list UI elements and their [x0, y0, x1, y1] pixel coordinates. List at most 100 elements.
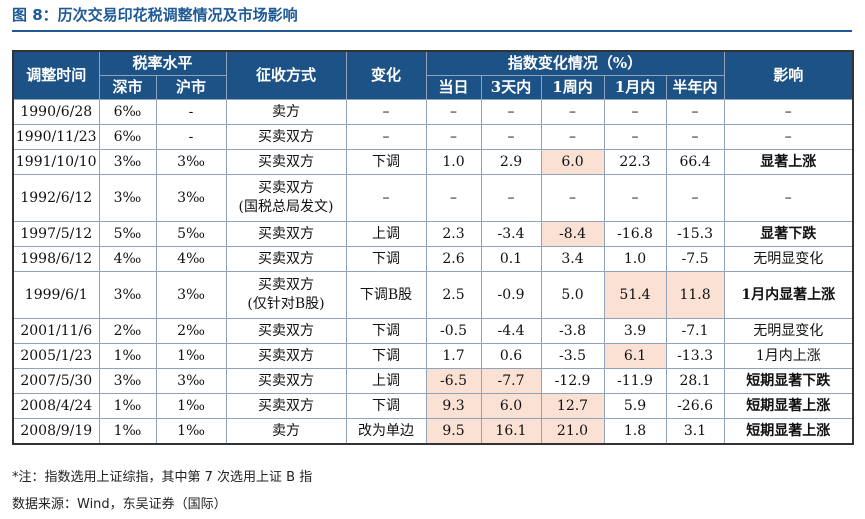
table-cell: 3.9	[603, 318, 667, 344]
table-cell: 3‰	[98, 174, 157, 222]
table-cell: 6‰	[98, 124, 157, 150]
table-cell: 卖方	[225, 418, 347, 445]
table-cell: 1‰	[98, 343, 157, 369]
table-cell: 2008/4/24	[12, 393, 100, 419]
header-row: 调整时间 税率水平 征收方式 变化 指数变化情况（%） 影响	[12, 50, 854, 100]
title: 图 8：历次交易印花税调整情况及市场影响	[12, 6, 298, 24]
table-cell: –	[603, 99, 667, 125]
table-cell: 买卖双方	[225, 149, 347, 175]
table-cell: -13.3	[665, 343, 725, 369]
table-row: 1992/6/12 3‰ 3‰ 买卖双方 (国税总局发文) – – – – – – –	[12, 174, 854, 222]
table-cell: 短期显著上涨	[723, 418, 854, 445]
table-cell: 51.4	[603, 271, 667, 319]
column-header: 征收方式	[225, 50, 347, 100]
table-cell: -6.5	[425, 368, 482, 394]
table-cell: 1.0	[425, 149, 482, 175]
table-cell: 4‰	[155, 246, 227, 272]
table-cell: –	[540, 174, 605, 222]
table-cell: 6.0	[480, 393, 542, 419]
table-cell: -16.8	[603, 221, 667, 247]
table-cell: 2‰	[98, 318, 157, 344]
table-cell: –	[345, 174, 427, 222]
table-cell: –	[665, 174, 725, 222]
table-cell: 买卖双方	[225, 221, 347, 247]
table-cell: 2007/5/30	[12, 368, 100, 394]
table-cell: 1999/6/1	[12, 271, 100, 319]
column-subheader: 1周内	[540, 75, 605, 100]
table-cell: 3‰	[155, 271, 227, 319]
table-cell: 3‰	[155, 174, 227, 222]
table-row: 1990/11/23 6‰ - 买卖双方 – – – – – – –	[12, 124, 854, 150]
table-cell: 21.0	[540, 418, 605, 445]
table-cell: -8.4	[540, 221, 605, 247]
table-cell: 下调	[345, 343, 427, 369]
table-cell: 下调	[345, 246, 427, 272]
table-cell: 显著下跌	[723, 221, 854, 247]
table-cell: 1.8	[603, 418, 667, 445]
table-cell: 1月内上涨	[723, 343, 854, 369]
column-subheader: 3天内	[480, 75, 542, 100]
table-cell: 2001/11/6	[12, 318, 100, 344]
table-cell: 1990/6/28	[12, 99, 100, 125]
table-cell: 1990/11/23	[12, 124, 100, 150]
table-cell: -26.6	[665, 393, 725, 419]
title-rule	[12, 30, 852, 32]
table-cell: 9.3	[425, 393, 482, 419]
table-cell: 1.7	[425, 343, 482, 369]
table-cell: 买卖双方	[225, 246, 347, 272]
table-cell: 3‰	[98, 271, 157, 319]
table-cell: 22.3	[603, 149, 667, 175]
table-cell: -7.5	[665, 246, 725, 272]
table-cell: 5‰	[155, 221, 227, 247]
table-cell: 买卖双方 (仅针对B股)	[225, 271, 347, 319]
table-cell: 1‰	[155, 393, 227, 419]
table-cell: –	[603, 174, 667, 222]
table-cell: 1997/5/12	[12, 221, 100, 247]
table-cell: -15.3	[665, 221, 725, 247]
table-cell: 买卖双方	[225, 124, 347, 150]
table-cell: –	[480, 174, 542, 222]
table-cell: 1992/6/12	[12, 174, 100, 222]
table-cell: 6.0	[540, 149, 605, 175]
table-cell: 1‰	[98, 418, 157, 445]
table-cell: -7.7	[480, 368, 542, 394]
table-cell: 2008/9/19	[12, 418, 100, 445]
table-cell: 1998/6/12	[12, 246, 100, 272]
table-cell: 3‰	[155, 149, 227, 175]
table-row: 2008/4/24 1‰ 1‰ 买卖双方 下调 9.3 6.0 12.7 5.9 -26.6 短期显…	[12, 393, 854, 419]
table-cell: 2‰	[155, 318, 227, 344]
source: 数据来源：Wind，东吴证券（国际）	[12, 497, 227, 512]
table-cell: 2005/1/23	[12, 343, 100, 369]
table-cell: 买卖双方	[225, 368, 347, 394]
table-body: 1990/6/28 6‰ - 卖方 – – – – – – –1990/11/23 6‰ - 买卖双方 – –…	[12, 99, 854, 445]
table-cell: 买卖双方	[225, 393, 347, 419]
table-cell: 1月内显著上涨	[723, 271, 854, 319]
table-cell: –	[723, 99, 854, 125]
column-subheader: 深市	[98, 75, 157, 100]
table-row: 2005/1/23 1‰ 1‰ 买卖双方 下调 1.7 0.6 -3.5 6.1 -13.3 1月内…	[12, 343, 854, 369]
table-row: 1991/10/10 3‰ 3‰ 买卖双方 下调 1.0 2.9 6.0 22.3 66.4 显著上…	[12, 149, 854, 175]
table-cell: 1‰	[155, 418, 227, 445]
table-cell: -	[155, 124, 227, 150]
column-subheader: 沪市	[155, 75, 227, 100]
table-cell: –	[540, 124, 605, 150]
table-cell: 卖方	[225, 99, 347, 125]
table-cell: -11.9	[603, 368, 667, 394]
table-cell: 下调	[345, 149, 427, 175]
table-cell: –	[345, 124, 427, 150]
table-cell: 3.4	[540, 246, 605, 272]
table: 调整时间 税率水平 征收方式 变化 指数变化情况（%） 影响 深市 沪市 当日 3天内 1周内 1月内…	[12, 50, 855, 445]
table-cell: 1.0	[603, 246, 667, 272]
table-cell: 66.4	[665, 149, 725, 175]
table-cell: 11.8	[665, 271, 725, 319]
table-cell: 下调B股	[345, 271, 427, 319]
table-cell: 无明显变化	[723, 318, 854, 344]
table-cell: –	[603, 124, 667, 150]
table-cell: -3.5	[540, 343, 605, 369]
table-cell: 1991/10/10	[12, 149, 100, 175]
table-cell: -4.4	[480, 318, 542, 344]
table-cell: 短期显著上涨	[723, 393, 854, 419]
table-cell: 1‰	[155, 343, 227, 369]
table-cell: -12.9	[540, 368, 605, 394]
column-subheader: 1月内	[603, 75, 667, 100]
